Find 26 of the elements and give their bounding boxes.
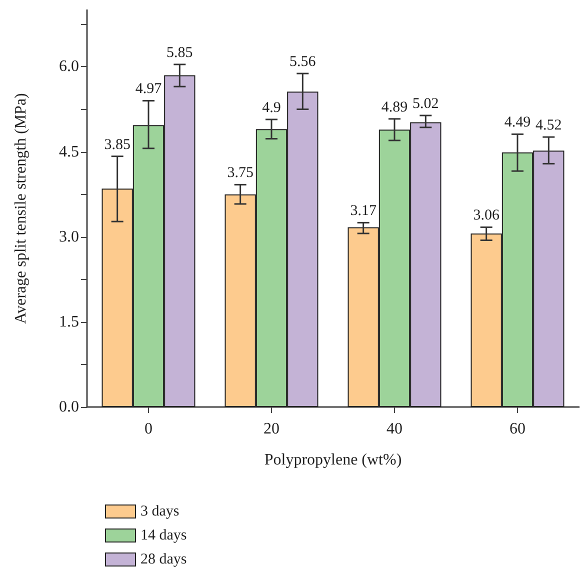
data-label: 3.06 — [473, 208, 500, 224]
data-label: 4.52 — [536, 118, 562, 134]
x-tick-label: 40 — [386, 420, 402, 438]
y-axis-title: Average split tensile strength (MPa) — [12, 93, 30, 324]
data-label: 5.85 — [166, 44, 193, 61]
data-label: 5.02 — [412, 96, 439, 112]
data-label: 3.85 — [104, 136, 130, 153]
legend-label: 3 days — [140, 504, 180, 520]
data-label: 4.9 — [262, 100, 281, 116]
x-axis-title: Polypropylene (wt%) — [264, 452, 402, 468]
data-label: 4.97 — [135, 81, 162, 98]
x-tick-label: 20 — [264, 420, 280, 438]
data-label: 3.17 — [350, 203, 377, 220]
data-label: 5.56 — [290, 54, 316, 70]
x-tick-label: 0 — [144, 420, 152, 438]
y-tick-label: 3.0 — [59, 228, 79, 246]
y-tick-label: 1.5 — [59, 313, 79, 330]
y-tick-label: 6.0 — [59, 58, 79, 76]
legend-label: 28 days — [140, 552, 187, 568]
data-label: 3.75 — [227, 165, 254, 182]
data-label: 4.49 — [504, 114, 531, 131]
y-tick-label: 4.5 — [59, 143, 79, 160]
legend-label: 14 days — [140, 528, 187, 544]
data-label: 4.89 — [381, 99, 408, 116]
x-tick-label: 60 — [510, 420, 526, 438]
y-tick-label: 0.0 — [59, 398, 79, 416]
